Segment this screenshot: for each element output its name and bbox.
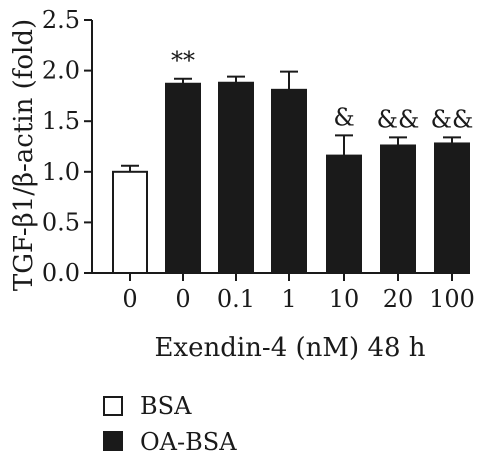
x-tick-label: 100 [429,285,475,313]
y-ticks: 0.0 0.5 1.0 1.5 2.0 2.5 [42,6,92,287]
legend-swatch-oa-bsa [103,431,123,451]
x-tick-label: 0.1 [217,285,255,313]
legend-label-oa-bsa: OA-BSA [140,428,237,456]
y-tick-label: 2.5 [42,6,80,34]
bars: **& && && [112,47,474,275]
bar [112,170,148,274]
y-tick-label: 0.5 [42,208,80,236]
bar [434,142,470,274]
x-tick-label: 10 [329,285,360,313]
bar [165,82,201,274]
significance-label: ** [171,47,195,75]
y-axis-title: TGF-β1/β-actin (fold) [9,19,39,291]
significance-label: && [431,105,474,133]
x-tick-label: 0 [122,285,137,313]
bar [271,88,307,274]
significance-label: & [333,103,354,131]
y-tick-label: 1.0 [42,158,80,186]
bar [326,154,362,274]
x-tick-label: 0 [175,285,190,313]
legend-label-bsa: BSA [140,392,192,420]
x-axis-title: Exendin-4 (nM) 48 h [154,333,425,363]
x-tick-label: 20 [383,285,414,313]
y-tick-label: 2.0 [42,57,80,85]
bar [380,144,416,275]
x-tick-label: 1 [281,285,296,313]
significance-label: && [377,105,420,133]
bar [218,81,254,274]
y-tick-label: 0.0 [42,259,80,287]
legend-swatch-bsa [103,396,123,416]
legend: BSA OA-BSA [103,392,237,456]
x-ticks: 0 0 0.1 1 10 20 100 [122,273,475,313]
y-tick-label: 1.5 [42,107,80,135]
